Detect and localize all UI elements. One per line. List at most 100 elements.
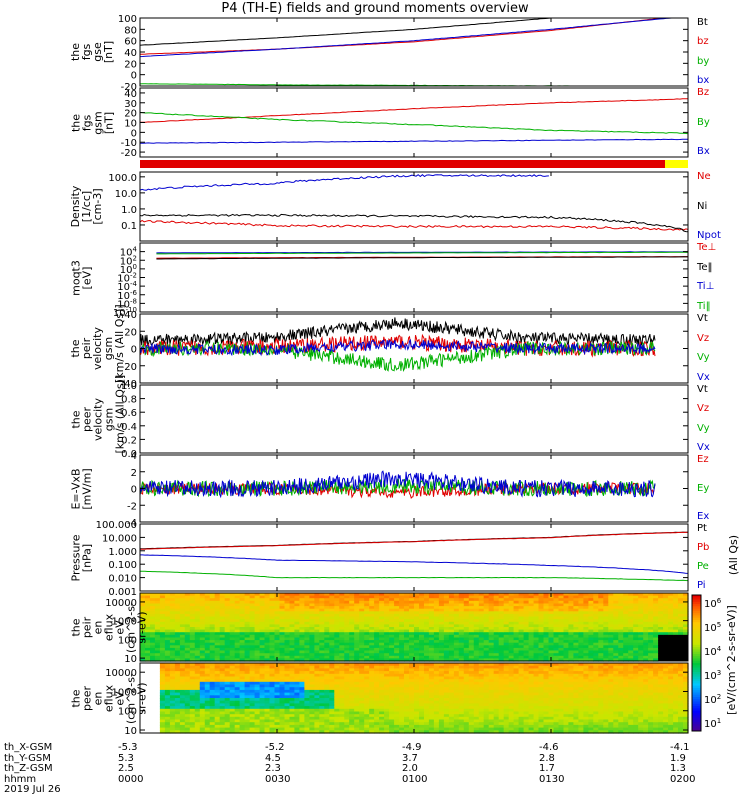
heatmap-cell (533, 627, 540, 631)
heatmap-cell (448, 650, 455, 654)
heatmap-cell (673, 653, 679, 657)
heatmap-cell (473, 640, 480, 644)
heatmap-cell (563, 611, 570, 615)
heatmap-cell (179, 650, 186, 654)
heatmap-cell (179, 621, 186, 625)
heatmap-cell (284, 698, 291, 702)
heatmap-cell (199, 692, 206, 696)
heatmap-cell (374, 687, 380, 691)
heatmap-cell (334, 706, 340, 710)
heatmap-cell (628, 640, 634, 644)
heatmap-cell (543, 629, 550, 633)
heatmap-cell (284, 687, 291, 691)
heatmap-cell (304, 629, 310, 633)
heatmap-cell (508, 668, 515, 672)
heatmap-cell (224, 681, 231, 686)
heatmap-cell (668, 632, 674, 636)
heatmap-cell (234, 606, 241, 610)
heatmap-cell (169, 619, 176, 623)
heatmap-cell (593, 613, 599, 618)
heatmap-cell (658, 637, 664, 641)
heatmap-cell (299, 668, 305, 672)
heatmap-cell (498, 629, 505, 633)
heatmap-cell (169, 611, 176, 615)
heatmap-cell (473, 629, 480, 633)
heatmap-cell (583, 619, 589, 623)
heatmap-cell (150, 653, 156, 657)
heatmap-cell (488, 624, 495, 628)
heatmap-cell (359, 640, 365, 644)
heatmap-cell (239, 698, 246, 702)
heatmap-cell (219, 668, 226, 672)
heatmap-cell (458, 632, 465, 636)
heatmap-cell (399, 647, 405, 652)
heatmap-cell (668, 608, 674, 612)
heatmap-cell (593, 624, 599, 628)
heatmap-cell (593, 619, 599, 623)
heatmap-cell (443, 634, 450, 638)
heatmap-cell (399, 598, 405, 602)
heatmap-cell (453, 621, 460, 625)
heatmap-cell (359, 611, 365, 615)
heatmap-cell (150, 629, 156, 633)
heatmap-cell (179, 611, 186, 615)
heatmap-cell (229, 684, 236, 688)
heatmap-cell (294, 645, 300, 649)
heatmap-cell (179, 665, 186, 669)
heatmap-cell (199, 608, 206, 612)
heatmap-cell (433, 689, 440, 694)
heatmap-cell (369, 673, 375, 678)
heatmap-cell (673, 634, 679, 638)
heatmap-cell (643, 600, 649, 604)
heatmap-cell (414, 608, 420, 612)
heatmap-cell (678, 608, 684, 612)
heatmap-cell (309, 655, 315, 659)
heatmap-cell (424, 613, 430, 618)
heatmap-cell (294, 687, 300, 691)
heatmap-cell (214, 658, 221, 662)
heatmap-cell (284, 645, 291, 649)
heatmap-cell (628, 608, 634, 612)
ytick-label-temperature: 10-10 (113, 306, 137, 319)
heatmap-cell (598, 632, 604, 636)
heatmap-cell (184, 632, 191, 636)
heatmap-cell (249, 634, 256, 638)
heatmap-cell (673, 595, 679, 599)
heatmap-cell (189, 624, 196, 628)
heatmap-cell (309, 668, 315, 672)
heatmap-cell (219, 706, 226, 710)
heatmap-cell (344, 658, 350, 662)
heatmap-cell (683, 613, 689, 618)
heatmap-cell (364, 642, 370, 646)
heatmap-cell (443, 653, 450, 657)
heatmap-cell (453, 676, 460, 680)
ytick-label-peir_eflux: 10000 (105, 598, 137, 609)
heatmap-cell (204, 645, 211, 649)
heatmap-cell (608, 647, 614, 652)
heatmap-cell (613, 598, 619, 602)
heatmap-cell (503, 624, 510, 628)
heatmap-cell (593, 647, 599, 652)
heatmap-cell (648, 658, 654, 662)
heatmap-cell (643, 613, 649, 618)
heatmap-cell (668, 598, 674, 602)
heatmap-cell (543, 627, 550, 631)
heatmap-cell (319, 700, 325, 704)
heatmap-cell (219, 719, 226, 723)
heatmap-cell (428, 665, 435, 669)
heatmap-cell (140, 640, 146, 644)
heatmap-cell (488, 695, 495, 699)
heatmap-cell (219, 681, 226, 686)
heatmap-cell (433, 730, 440, 734)
heatmap-cell (503, 676, 510, 680)
heatmap-cell (473, 650, 480, 654)
heatmap-cell (473, 692, 480, 696)
heatmap-cell (344, 650, 350, 654)
heatmap-cell (179, 608, 186, 612)
heatmap-cell (294, 619, 300, 623)
heatmap-cell (568, 598, 574, 602)
heatmap-cell (279, 679, 286, 683)
heatmap-cell (404, 671, 410, 675)
heatmap-cell (329, 687, 335, 691)
heatmap-cell (683, 634, 689, 638)
